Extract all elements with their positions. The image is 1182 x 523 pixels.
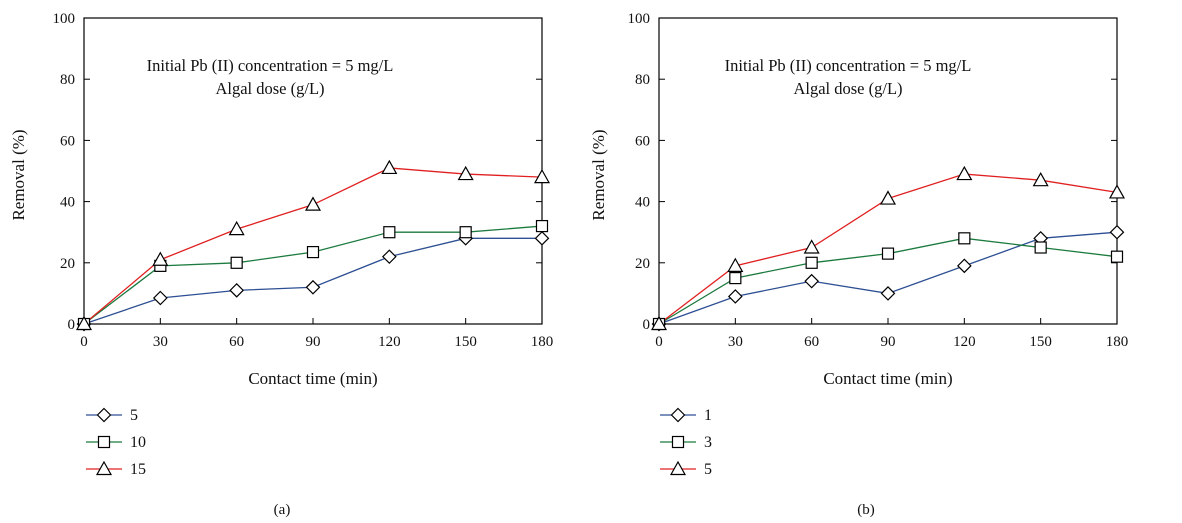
annotation-algal-dose: Algal dose (g/L)	[793, 79, 902, 98]
data-point-3-90	[881, 247, 895, 260]
annotation-concentration: Initial Pb (II) concentration = 5 mg/L	[725, 56, 972, 75]
data-point-10-120	[383, 226, 396, 239]
panel-caption: (b)	[857, 502, 875, 518]
legend-label: 10	[130, 434, 146, 451]
data-point-5-30	[727, 257, 744, 272]
data-point-15-30	[152, 251, 169, 266]
legend-label: 5	[130, 407, 138, 424]
x-tick-label: 180	[531, 334, 554, 350]
legend: 1 3 5	[660, 407, 712, 478]
x-tick-label: 180	[1106, 334, 1129, 350]
data-point-5-120	[956, 165, 973, 181]
legend-marker	[95, 460, 113, 476]
x-tick-label: 30	[728, 334, 743, 350]
data-point-5-60	[229, 282, 245, 298]
data-point-15-180	[533, 168, 551, 184]
x-tick-label: 150	[454, 334, 477, 350]
x-tick-label: 60	[804, 334, 819, 350]
x-tick-label: 30	[153, 334, 168, 350]
data-point-5-90	[305, 279, 321, 295]
data-point-5-150	[1032, 171, 1049, 187]
data-point-15-150	[457, 165, 474, 181]
x-tick-label: 60	[229, 334, 244, 350]
data-point-15-60	[228, 220, 245, 236]
series-line-10	[83, 225, 543, 325]
data-point-10-90	[306, 245, 320, 259]
y-tick-label: 80	[60, 72, 75, 88]
data-point-5-0	[650, 315, 668, 331]
legend-marker	[669, 460, 687, 476]
legend-label: 3	[704, 434, 712, 451]
data-point-3-30	[729, 272, 742, 285]
x-tick-label: 0	[655, 334, 663, 350]
data-point-1-30	[727, 289, 743, 304]
y-axis-title: Removal (%)	[589, 129, 608, 220]
x-axis-title: Contact time (min)	[823, 369, 952, 388]
y-tick-label: 40	[635, 195, 650, 211]
x-tick-label: 90	[881, 334, 896, 350]
legend-marker	[97, 435, 111, 449]
legend-marker	[96, 407, 112, 423]
legend-label: 1	[704, 407, 712, 424]
data-point-5-180	[534, 230, 550, 246]
data-point-15-0	[75, 315, 93, 331]
chart-panel-a: 0 20 40 60 80 100 0 30 60 90 120 150 180 Contact time…	[9, 11, 553, 518]
x-tick-label: 90	[306, 334, 321, 350]
data-point-1-60	[804, 273, 820, 289]
data-point-5-30	[152, 290, 168, 306]
y-tick-label: 80	[635, 72, 650, 88]
x-tick-label: 0	[80, 334, 88, 350]
data-point-1-120	[956, 258, 972, 274]
data-point-15-90	[304, 196, 322, 211]
legend: 5 10 15	[86, 407, 146, 478]
series-line-1	[658, 231, 1118, 325]
x-axis-title: Contact time (min)	[248, 369, 377, 388]
data-point-10-60	[230, 256, 243, 269]
data-point-5-90	[879, 190, 897, 205]
y-tick-label: 0	[68, 317, 76, 333]
data-point-10-180	[535, 219, 549, 233]
y-tick-label: 20	[60, 256, 75, 272]
y-tick-label: 20	[635, 256, 650, 272]
y-tick-label: 60	[635, 133, 650, 149]
legend-label: 15	[130, 461, 146, 478]
data-point-1-180	[1109, 224, 1125, 240]
x-tick-label: 120	[378, 334, 401, 350]
x-tick-label: 150	[1029, 334, 1052, 350]
annotation-concentration: Initial Pb (II) concentration = 5 mg/L	[147, 56, 394, 75]
y-tick-label: 100	[628, 11, 651, 27]
y-tick-label: 0	[643, 317, 651, 333]
y-tick-label: 40	[60, 195, 75, 211]
data-point-15-120	[381, 159, 398, 175]
data-point-3-60	[805, 256, 818, 269]
legend-label: 5	[704, 461, 712, 478]
legend-marker	[670, 407, 686, 423]
y-axis-title: Removal (%)	[9, 129, 28, 220]
data-point-10-150	[459, 226, 472, 239]
panel-caption: (a)	[274, 502, 291, 518]
x-tick-label: 120	[953, 334, 976, 350]
y-tick-label: 60	[60, 133, 75, 149]
data-point-3-180	[1110, 250, 1124, 263]
annotation-algal-dose: Algal dose (g/L)	[215, 79, 324, 98]
data-point-3-150	[1034, 241, 1047, 254]
data-point-1-90	[880, 286, 896, 301]
data-point-3-120	[958, 232, 971, 245]
data-point-5-60	[803, 239, 820, 254]
y-tick-label: 100	[53, 11, 76, 27]
data-point-5-120	[381, 249, 397, 265]
legend-marker	[671, 435, 685, 449]
chart-panel-b: 0 20 40 60 80 100 0 30 60 90 120 150 180 Contact time…	[589, 11, 1128, 518]
data-point-5-180	[1108, 184, 1126, 199]
